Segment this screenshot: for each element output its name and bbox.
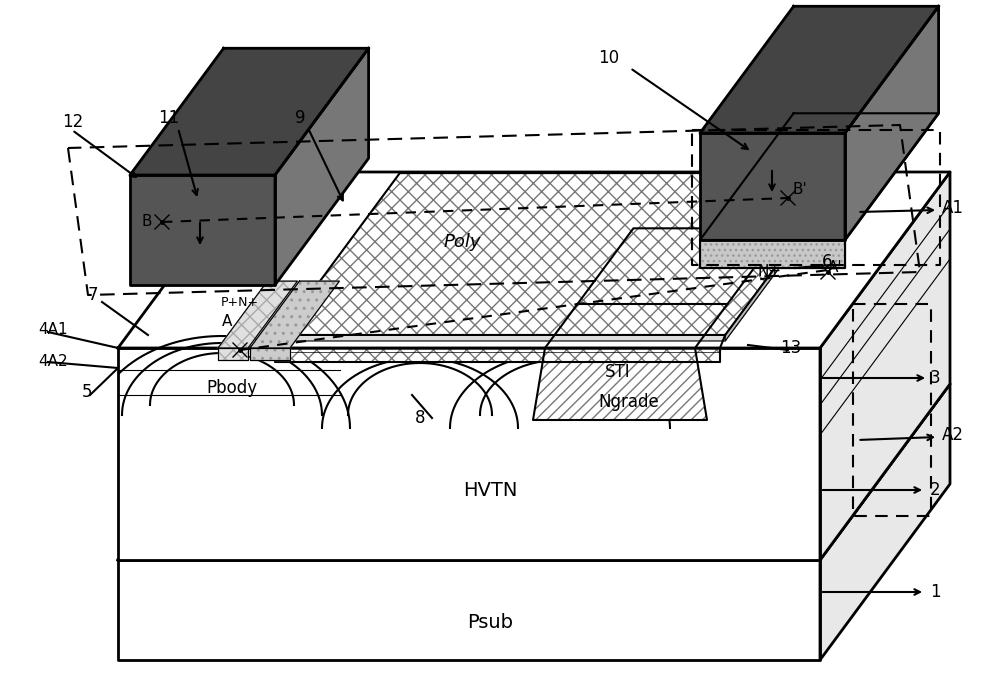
Polygon shape: [275, 48, 369, 285]
Text: 12: 12: [62, 113, 83, 131]
Text: A2: A2: [942, 426, 964, 444]
Polygon shape: [700, 133, 845, 240]
Polygon shape: [700, 240, 845, 268]
Text: Pbody: Pbody: [206, 379, 258, 397]
Polygon shape: [280, 179, 845, 341]
Text: 11: 11: [158, 109, 179, 127]
Polygon shape: [725, 173, 845, 341]
Text: 10: 10: [598, 49, 619, 67]
Text: N+: N+: [758, 265, 782, 279]
Text: 4A1: 4A1: [38, 322, 68, 338]
Polygon shape: [218, 281, 297, 348]
Text: 7: 7: [88, 286, 98, 304]
Polygon shape: [275, 348, 720, 362]
Text: HVTN: HVTN: [463, 480, 517, 500]
Text: 4A2: 4A2: [38, 354, 68, 370]
Text: B: B: [142, 215, 152, 229]
Text: A': A': [828, 261, 843, 275]
Polygon shape: [118, 384, 950, 560]
Text: A1: A1: [942, 199, 964, 217]
Text: Ngrade: Ngrade: [598, 393, 659, 411]
Text: Poly: Poly: [443, 233, 481, 251]
Text: 13: 13: [780, 339, 801, 357]
Text: 2: 2: [930, 481, 941, 499]
Text: 9: 9: [295, 109, 306, 127]
Text: A: A: [222, 315, 232, 329]
Polygon shape: [700, 6, 939, 133]
Text: 8: 8: [415, 409, 426, 427]
Polygon shape: [700, 113, 939, 240]
Polygon shape: [250, 348, 290, 360]
Text: P+N+: P+N+: [221, 295, 259, 309]
Text: STI: STI: [605, 363, 631, 381]
Polygon shape: [533, 348, 707, 420]
Polygon shape: [218, 348, 248, 360]
Text: Psub: Psub: [467, 612, 513, 632]
Polygon shape: [250, 281, 339, 348]
Polygon shape: [280, 173, 845, 335]
Polygon shape: [118, 172, 950, 348]
Polygon shape: [845, 6, 939, 240]
Polygon shape: [275, 348, 720, 351]
Polygon shape: [578, 229, 783, 304]
Polygon shape: [820, 172, 950, 560]
Text: 5: 5: [82, 383, 92, 401]
Text: 6: 6: [822, 253, 832, 271]
Polygon shape: [118, 560, 820, 660]
Text: 1: 1: [930, 583, 941, 601]
Polygon shape: [820, 384, 950, 660]
Polygon shape: [130, 48, 369, 175]
Polygon shape: [118, 348, 820, 560]
Text: 3: 3: [930, 369, 941, 387]
Polygon shape: [130, 175, 275, 285]
Text: B': B': [792, 183, 807, 197]
